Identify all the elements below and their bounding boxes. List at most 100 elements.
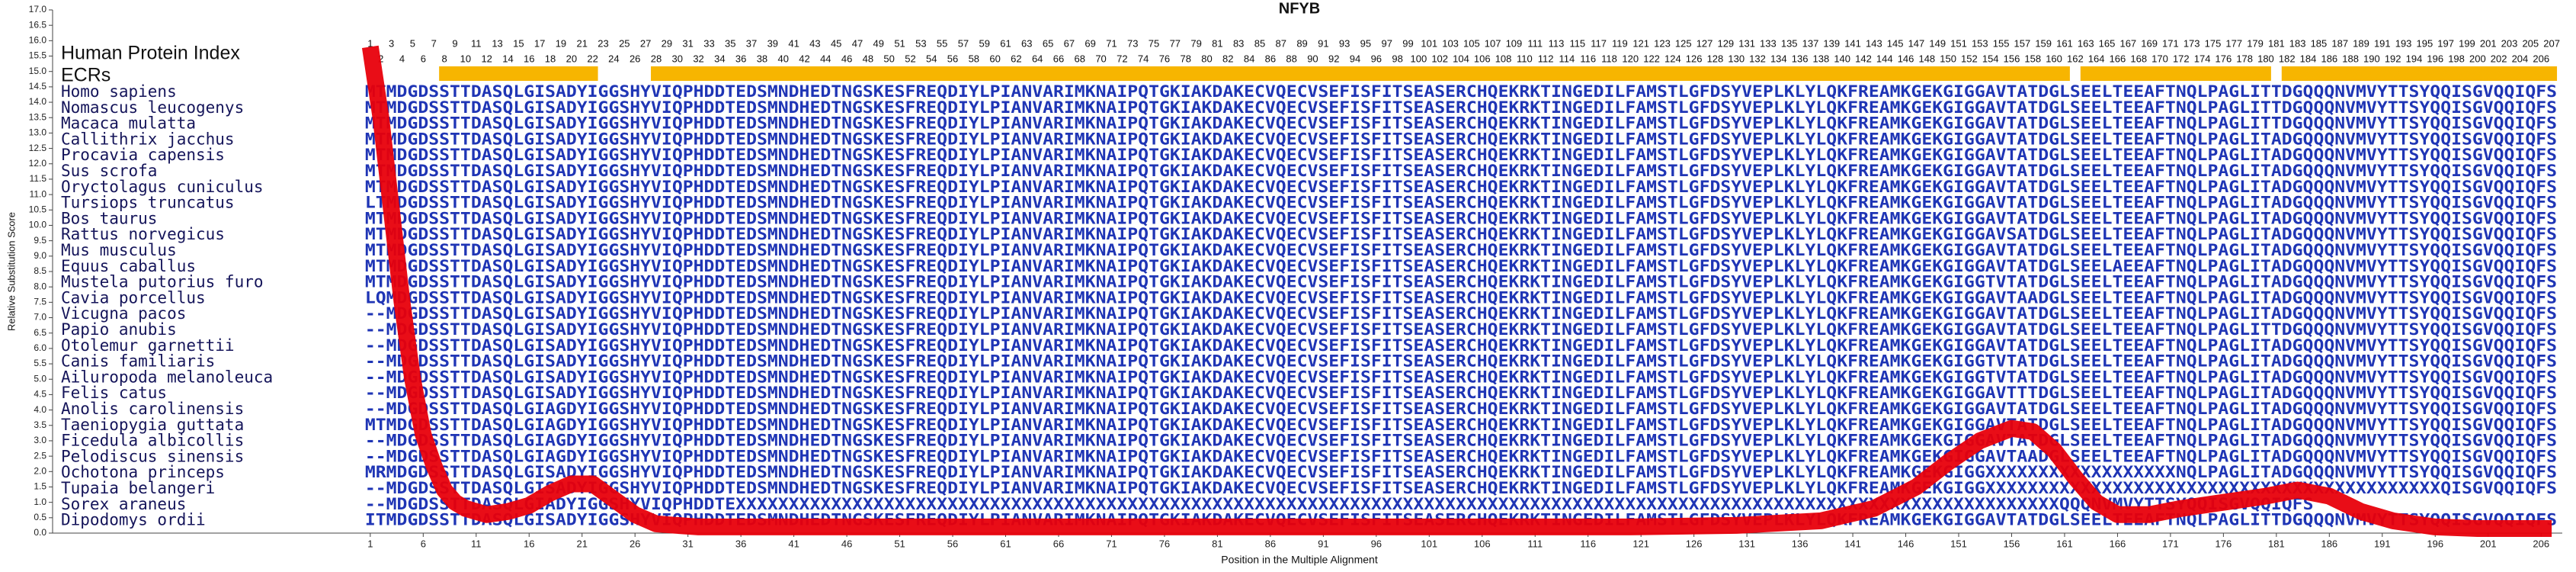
x-tick-label: 86: [1265, 538, 1276, 549]
sequence: --MDGDSSTTDASQLGIAGDYIGGSHYVIQPHDDTEDSMN…: [365, 447, 2557, 465]
index-label: 157: [2014, 37, 2031, 49]
index-label: 88: [1286, 53, 1296, 64]
index-label: 105: [1463, 37, 1480, 49]
x-tick-label: 111: [1527, 538, 1543, 549]
index-label: 119: [1612, 37, 1628, 49]
x-tick-label: 76: [1159, 538, 1170, 549]
index-label: 65: [1043, 37, 1053, 49]
x-tick-label: 96: [1371, 538, 1382, 549]
species-name: Bos taurus: [61, 209, 157, 227]
index-label: 40: [777, 53, 788, 64]
index-label: 56: [947, 53, 958, 64]
ecr-bar: [2281, 66, 2558, 81]
index-label: 141: [1844, 37, 1861, 49]
x-tick-label: 126: [1686, 538, 1703, 549]
y-tick-label: 13.0: [29, 127, 47, 138]
y-tick-label: 4.0: [34, 404, 46, 415]
y-tick-label: 8.5: [34, 265, 46, 276]
index-label: 144: [1876, 53, 1893, 64]
sequence: MTMDGDSSTTDASQLGISADYIGGSHYVIQPHDDTEDSMN…: [365, 273, 2557, 291]
index-label: 31: [682, 37, 693, 49]
x-tick-label: 116: [1580, 538, 1596, 549]
y-tick-label: 7.5: [34, 297, 46, 307]
index-label: 83: [1233, 37, 1244, 49]
index-label: 133: [1760, 37, 1777, 49]
x-tick-label: 181: [2268, 538, 2285, 549]
index-label: 19: [556, 37, 566, 49]
species-name: Dipodomys ordii: [61, 511, 206, 529]
index-label: 181: [2268, 37, 2285, 49]
y-tick-label: 3.5: [34, 419, 46, 430]
index-label: 158: [2024, 53, 2041, 64]
index-label: 92: [1328, 53, 1339, 64]
index-label: 155: [1993, 37, 2010, 49]
sequence: MTMDGDSSTTDASQLGISADYIGGSHYVIQPHDDTEDSMN…: [365, 98, 2557, 117]
index-label: 111: [1527, 37, 1543, 49]
index-label: 54: [926, 53, 937, 64]
index-label: 106: [1474, 53, 1491, 64]
species-name: Callithrix jacchus: [61, 130, 235, 148]
index-label: 163: [2078, 37, 2094, 49]
y-tick-label: 14.0: [29, 96, 47, 107]
index-label: 78: [1180, 53, 1190, 64]
species-name: Oryctolagus cuniculus: [61, 178, 264, 196]
index-label: 175: [2205, 37, 2222, 49]
sequence: --MDGDSSTTDASQLGIAGDYIGGSHYVIQPHDDTEDSMN…: [365, 432, 2557, 450]
index-label: 174: [2194, 53, 2211, 64]
index-label: 198: [2448, 53, 2465, 64]
index-label: 148: [1918, 53, 1935, 64]
index-label: 167: [2119, 37, 2136, 49]
index-label: 64: [1032, 53, 1043, 64]
sequence: MTMDGDSSTTDASQLGISADYIGGSHYVIQPHDDTEDSMN…: [365, 257, 2557, 275]
y-tick-label: 4.5: [34, 389, 46, 400]
index-label: 114: [1559, 53, 1575, 64]
chart-title: NFYB: [1279, 0, 1320, 17]
sequence: --MDGDSSTTDASQLGIAGDYIGGSHYVIQPHDDTEDSMN…: [365, 400, 2557, 418]
index-label: 182: [2279, 53, 2296, 64]
x-tick-label: 1: [367, 538, 373, 549]
y-tick-label: 11.0: [30, 188, 47, 199]
index-label: 196: [2427, 53, 2443, 64]
x-tick-label: 156: [2004, 538, 2020, 549]
y-tick-label: 9.5: [34, 235, 46, 246]
index-label: 94: [1350, 53, 1360, 64]
index-label: 35: [725, 37, 735, 49]
index-label: 166: [2110, 53, 2126, 64]
index-label: 136: [1792, 53, 1809, 64]
sequence: MTMDGDSSTTDASQLGISADYIGGSHYVIQPHDDTEDSMN…: [365, 162, 2557, 180]
index-label: 183: [2289, 37, 2306, 49]
y-tick-label: 5.5: [34, 358, 46, 368]
index-label: 44: [820, 53, 831, 64]
ecr-bar: [651, 66, 2070, 81]
species-name: Procavia capensis: [61, 146, 225, 164]
index-label: 168: [2130, 53, 2147, 64]
index-label: 172: [2173, 53, 2190, 64]
index-label: 143: [1866, 37, 1882, 49]
index-label: 101: [1421, 37, 1437, 49]
index-label: 164: [2088, 53, 2105, 64]
index-label: 159: [2035, 37, 2052, 49]
index-label: 188: [2342, 53, 2359, 64]
sequence: --MDGDSSTTDASQLGISADYIGGSHYVIQPHDDTEDSMN…: [365, 352, 2557, 371]
y-tick-label: 0.0: [34, 527, 46, 538]
species-name: Papio anubis: [61, 320, 177, 339]
sequence: --MDGDSSTTDASQLGISADYIGGSHYVIQPHDDTEDSMN…: [365, 368, 2557, 386]
x-tick-label: 131: [1738, 538, 1755, 549]
index-label: 191: [2374, 37, 2391, 49]
index-label: 132: [1749, 53, 1766, 64]
index-label: 12: [481, 53, 492, 64]
index-label: 128: [1707, 53, 1724, 64]
x-tick-label: 206: [2533, 538, 2549, 549]
index-label: 197: [2437, 37, 2454, 49]
index-label: 66: [1053, 53, 1064, 64]
index-label: 2: [378, 53, 383, 64]
sequence: --MDGDSSTTDASQLGISADYIGGSHYVIQPHDDTEDSMN…: [365, 304, 2557, 323]
x-tick-label: 136: [1792, 538, 1809, 549]
index-label: 17: [534, 37, 545, 49]
sequence: MTMDGDSSTTDASQLGISADYIGGSHYVIQPHDDTEDSMN…: [365, 209, 2557, 227]
index-label: 55: [937, 37, 947, 49]
index-label: 98: [1392, 53, 1402, 64]
index-label: 149: [1929, 37, 1946, 49]
sequence: MTMDGDSSTTDASQLGISADYIGGSHYVIQPHDDTEDSMN…: [365, 82, 2557, 101]
index-label: 49: [873, 37, 884, 49]
